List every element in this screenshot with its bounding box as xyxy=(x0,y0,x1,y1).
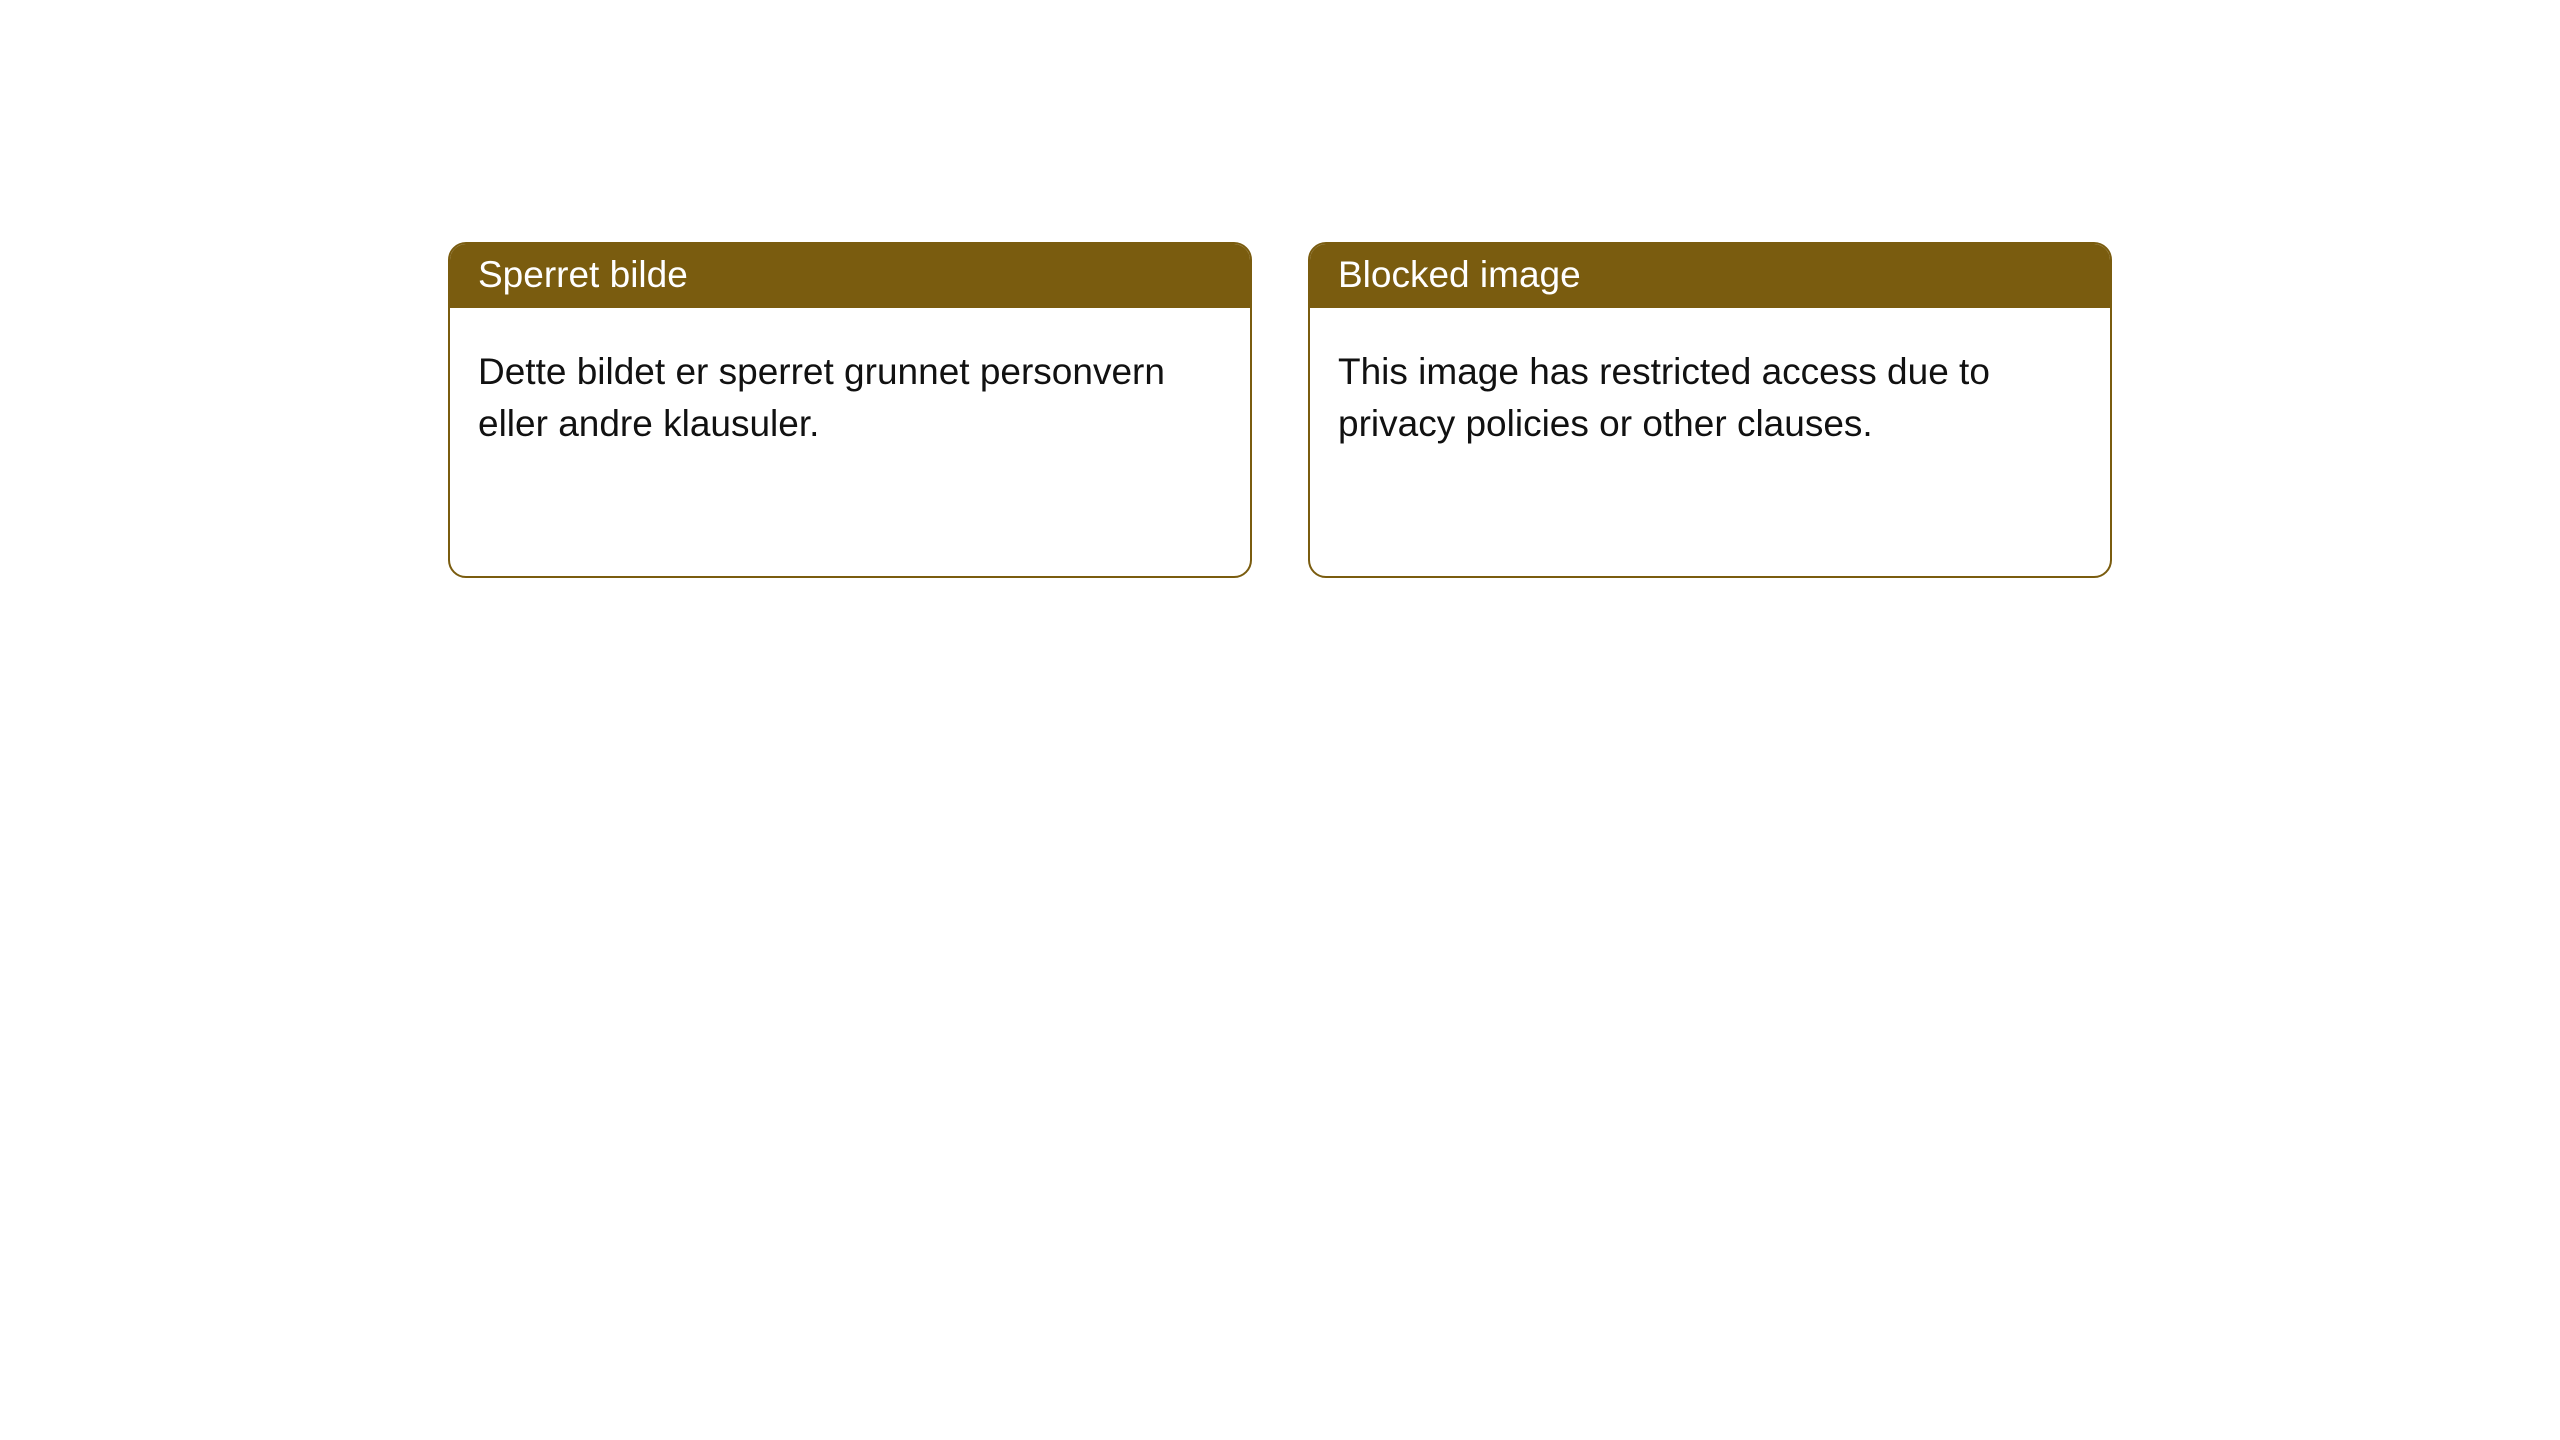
notice-body-norwegian: Dette bildet er sperret grunnet personve… xyxy=(450,308,1250,478)
notice-card-english: Blocked image This image has restricted … xyxy=(1308,242,2112,578)
notice-title-english: Blocked image xyxy=(1310,244,2110,308)
notice-container: Sperret bilde Dette bildet er sperret gr… xyxy=(0,0,2560,578)
notice-title-norwegian: Sperret bilde xyxy=(450,244,1250,308)
notice-card-norwegian: Sperret bilde Dette bildet er sperret gr… xyxy=(448,242,1252,578)
notice-body-english: This image has restricted access due to … xyxy=(1310,308,2110,478)
